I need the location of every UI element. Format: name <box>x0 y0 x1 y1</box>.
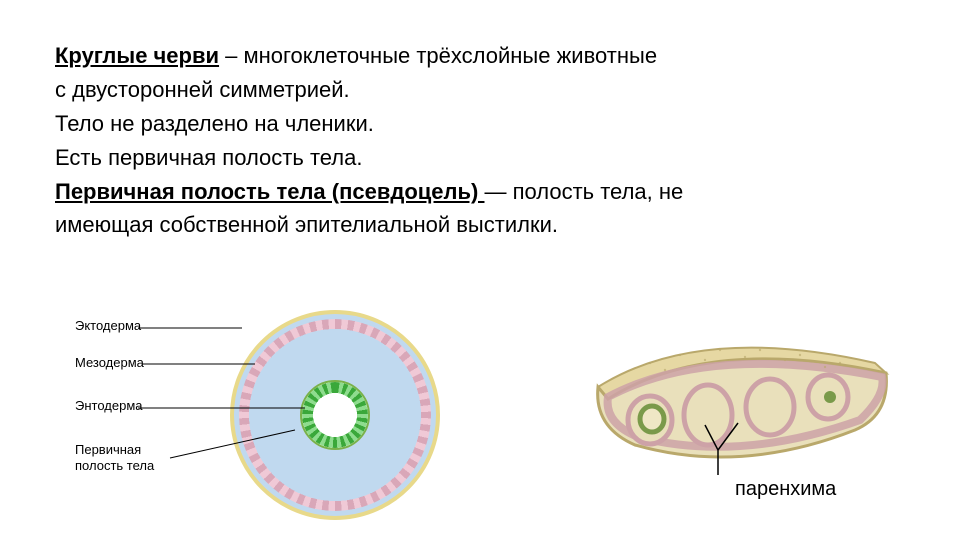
line4: Есть первичная полость тела. <box>55 142 915 174</box>
term-pseudocoel: Первичная полость тела (псевдоцель) <box>55 179 484 204</box>
label-entoderm: Энтодерма <box>75 398 143 413</box>
flatworm-cross-section <box>590 315 890 485</box>
line6: имеющая собственной эпителиальной выстил… <box>55 209 915 241</box>
line2: с двусторонней симметрией. <box>55 74 915 106</box>
cross-section-leader-lines <box>70 300 470 530</box>
label-mesoderm: Мезодерма <box>75 355 144 370</box>
label-ectoderm: Эктодерма <box>75 318 141 333</box>
label-parenchyma: паренхима <box>735 478 836 501</box>
term-roundworms: Круглые черви <box>55 43 219 68</box>
line5-rest: — полость тела, не <box>484 179 683 204</box>
description-text: Круглые черви – многоклеточные трёхслойн… <box>55 40 915 243</box>
flatworm-svg <box>590 315 890 485</box>
line1-rest: – многоклеточные трёхслойные животные <box>219 43 657 68</box>
line3: Тело не разделено на членики. <box>55 108 915 140</box>
label-cavity: Первичная полость тела <box>75 442 154 473</box>
